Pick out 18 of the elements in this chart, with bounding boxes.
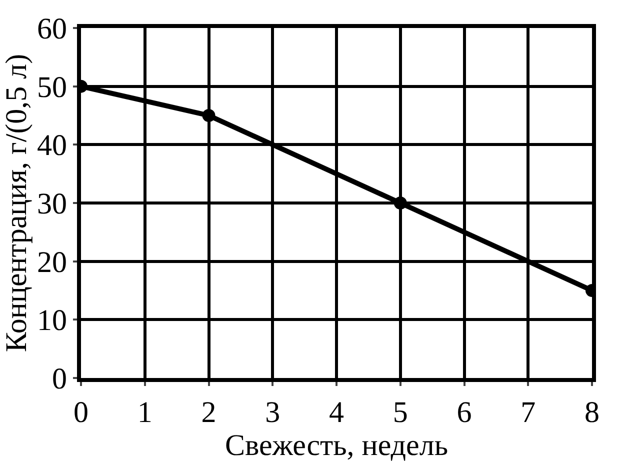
y-tick-label: 0 <box>52 362 67 396</box>
x-tick-label: 3 <box>265 396 280 429</box>
x-axis-title: Свежесть, недель <box>224 429 448 462</box>
y-tick-label: 60 <box>37 12 67 46</box>
y-tick-label: 10 <box>37 304 67 338</box>
x-tick-label: 2 <box>201 396 216 429</box>
y-tick-label: 30 <box>37 188 67 220</box>
x-tick-label: 5 <box>392 396 408 429</box>
x-tick-label: 0 <box>74 396 88 429</box>
y-tick-label: 20 <box>37 246 67 279</box>
y-tick-label: 50 <box>37 70 67 104</box>
x-tick-label: 6 <box>456 396 472 429</box>
x-tick-label: 4 <box>329 396 344 429</box>
x-tick-label: 7 <box>520 396 536 429</box>
x-tick-label: 1 <box>137 396 152 429</box>
y-tick-label: 40 <box>37 129 67 162</box>
x-tick-label: 8 <box>584 396 600 429</box>
y-axis-title: Концентрация, г/(0,5 л) <box>0 54 33 352</box>
